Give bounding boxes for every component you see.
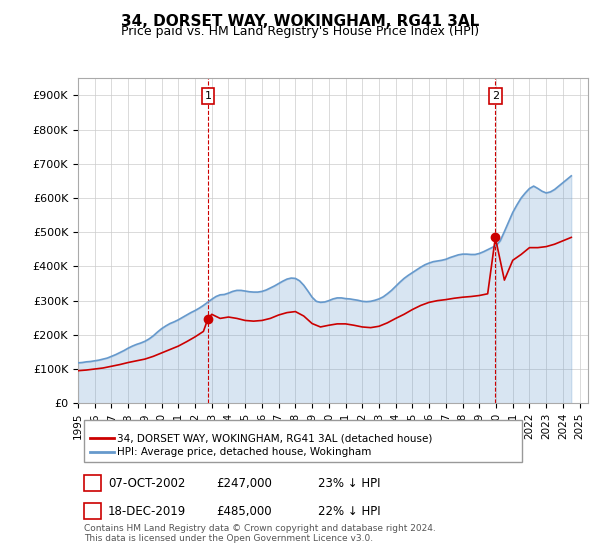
Text: 1: 1 [89,478,96,488]
Text: 2: 2 [89,506,96,516]
Text: 2: 2 [492,91,499,101]
Text: 22% ↓ HPI: 22% ↓ HPI [318,505,380,518]
Text: 1: 1 [205,91,211,101]
Text: 34, DORSET WAY, WOKINGHAM, RG41 3AL (detached house): 34, DORSET WAY, WOKINGHAM, RG41 3AL (det… [117,433,433,444]
Text: £247,000: £247,000 [216,477,272,490]
Text: £485,000: £485,000 [216,505,272,518]
Text: Price paid vs. HM Land Registry's House Price Index (HPI): Price paid vs. HM Land Registry's House … [121,25,479,38]
Text: 18-DEC-2019: 18-DEC-2019 [108,505,186,518]
Text: HPI: Average price, detached house, Wokingham: HPI: Average price, detached house, Woki… [117,447,371,457]
Text: 07-OCT-2002: 07-OCT-2002 [108,477,185,490]
Text: 23% ↓ HPI: 23% ↓ HPI [318,477,380,490]
Text: 34, DORSET WAY, WOKINGHAM, RG41 3AL: 34, DORSET WAY, WOKINGHAM, RG41 3AL [121,14,479,29]
Text: Contains HM Land Registry data © Crown copyright and database right 2024.
This d: Contains HM Land Registry data © Crown c… [84,524,436,543]
